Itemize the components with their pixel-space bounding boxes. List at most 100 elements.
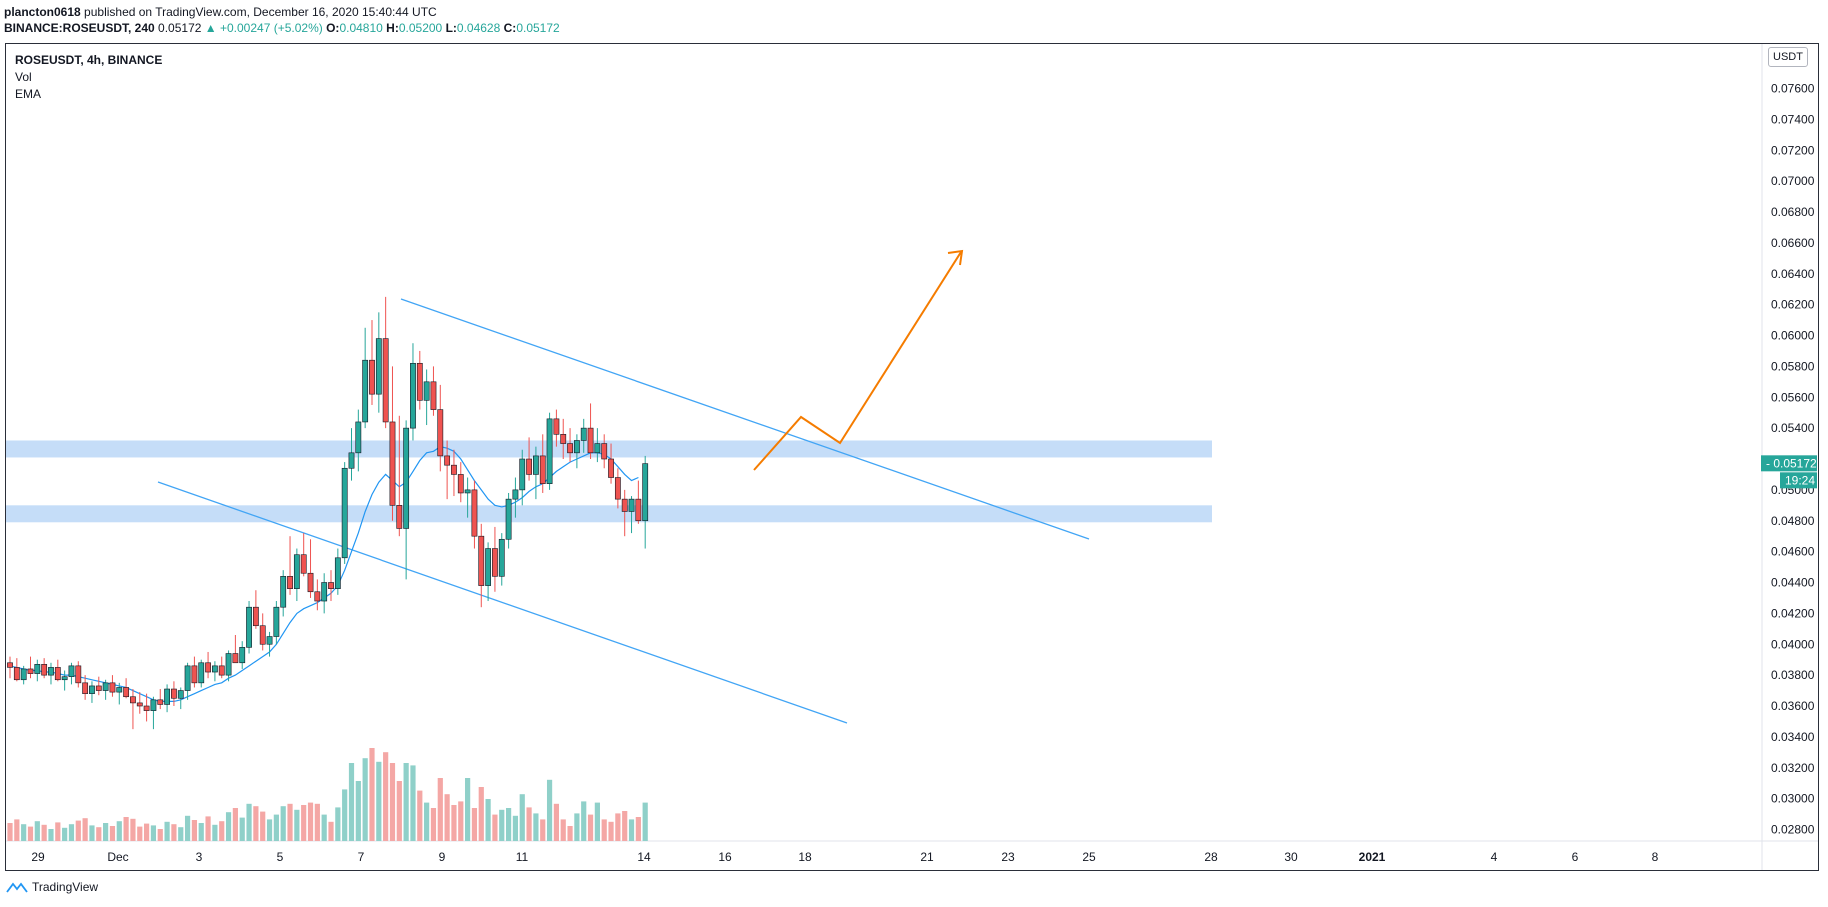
close-label: C: — [503, 21, 517, 35]
volume-bar — [608, 821, 614, 841]
footer-brand[interactable]: TradingView — [6, 880, 98, 894]
volume-bar — [369, 748, 375, 841]
volume-bar — [478, 787, 484, 841]
candle — [27, 656, 34, 679]
chart-legend: ROSEUSDT, 4h, BINANCE Vol EMA — [15, 52, 162, 103]
candle — [608, 443, 614, 484]
candle-body — [375, 338, 382, 395]
candle-body — [389, 421, 396, 506]
price-tick-label: 0.04200 — [1771, 606, 1815, 620]
candle-body — [580, 427, 587, 441]
candle-body — [259, 625, 266, 645]
candle — [116, 682, 123, 705]
volume-bar — [348, 763, 355, 841]
candle — [539, 434, 546, 493]
candle-body — [314, 591, 321, 602]
current-price-label: - 0.05172 — [1766, 456, 1817, 470]
candle — [614, 468, 621, 509]
candle-body — [560, 433, 567, 444]
price-tick-label: 0.03600 — [1771, 699, 1815, 713]
time-tick-label: 29 — [31, 850, 45, 864]
candle — [287, 536, 293, 595]
price-tick-label: 0.02800 — [1771, 823, 1815, 837]
volume-bar — [116, 821, 122, 841]
candle — [389, 366, 396, 521]
candle-body — [61, 676, 68, 681]
candle — [300, 533, 307, 577]
volume-bar — [144, 823, 150, 841]
candle-body — [239, 647, 246, 664]
time-tick-label: 8 — [1652, 850, 1659, 864]
countdown-label: 19:24 — [1785, 473, 1815, 487]
candle-body — [369, 359, 375, 395]
price-tick-label: 0.05800 — [1771, 359, 1815, 373]
price-tick-label: 0.04400 — [1771, 576, 1815, 590]
candle-body — [512, 489, 519, 500]
author-name[interactable]: plancton0618 — [4, 5, 81, 19]
price-tick-label: 0.06600 — [1771, 236, 1815, 250]
volume-bar — [471, 808, 478, 841]
projection-arrowhead-icon — [947, 249, 964, 266]
volume-bar — [62, 827, 68, 841]
candle-body — [635, 498, 642, 522]
candle-body — [157, 699, 164, 705]
legend-indicator-vol[interactable]: Vol — [15, 70, 32, 84]
volume-bar — [383, 752, 389, 841]
time-tick-label: 21 — [920, 850, 934, 864]
volume-bar — [253, 806, 259, 841]
candle-body — [567, 443, 573, 454]
candle-body — [212, 665, 218, 673]
volume-bar — [41, 824, 47, 841]
price-tick-label: 0.06400 — [1771, 267, 1815, 281]
candle — [130, 689, 136, 730]
high-value: 0.05200 — [398, 21, 443, 35]
volume-bar — [451, 805, 457, 841]
volume-bar — [178, 827, 184, 841]
legend-symbol[interactable]: ROSEUSDT, 4h, BINANCE — [15, 53, 163, 67]
low-value: 0.04628 — [456, 21, 501, 35]
candle — [177, 687, 184, 710]
price-tick-label: 0.03000 — [1771, 792, 1815, 806]
time-tick-label: 6 — [1572, 850, 1579, 864]
volume-bar — [622, 811, 628, 841]
candle — [109, 675, 116, 697]
volume-bar — [328, 821, 334, 841]
candle-body — [546, 418, 553, 484]
volume-bar — [635, 817, 641, 841]
candle-body — [273, 606, 280, 637]
chart-frame — [5, 43, 1819, 871]
candle-body — [642, 463, 649, 522]
volume-bar — [164, 821, 170, 841]
time-tick-label: Dec — [107, 850, 128, 864]
candle — [464, 477, 471, 518]
candle-body — [628, 498, 635, 512]
volume-bar — [512, 815, 519, 841]
volume-bar — [96, 827, 102, 841]
candle — [560, 418, 567, 459]
volume-bar — [294, 809, 300, 841]
candle-body — [218, 665, 225, 676]
candle-body — [287, 576, 293, 589]
currency-button[interactable]: USDT — [1768, 47, 1808, 67]
candle-body — [451, 464, 457, 475]
volume-bar — [301, 805, 307, 841]
volume-bar — [14, 819, 20, 841]
candle — [48, 662, 54, 685]
time-tick-label: 5 — [277, 850, 284, 864]
price-tick-label: 0.07400 — [1771, 112, 1815, 126]
candle — [457, 462, 464, 503]
volume-bar — [437, 778, 443, 841]
candle-body — [614, 477, 621, 500]
price-tick-label: 0.04600 — [1771, 545, 1815, 559]
candle — [334, 548, 341, 595]
candle-body — [184, 665, 191, 691]
volume-bar — [465, 778, 471, 841]
current-price-tag — [1761, 455, 1817, 472]
candle — [20, 665, 27, 685]
candle — [75, 661, 82, 688]
volume-bar — [403, 763, 409, 841]
volume-bar — [444, 794, 450, 841]
legend-indicator-ema[interactable]: EMA — [15, 87, 42, 101]
candle-body — [601, 443, 608, 460]
